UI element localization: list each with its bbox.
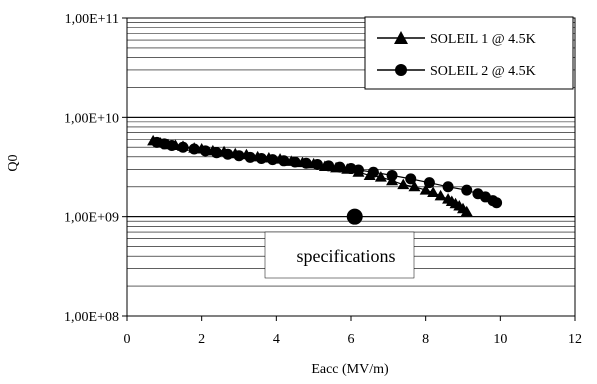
legend-box [364,16,574,90]
data-point [427,186,440,198]
data-point [211,147,223,159]
axes [122,17,576,321]
data-marks [147,134,503,225]
data-point [397,178,410,190]
data-point [367,166,379,178]
data-point [289,156,301,168]
x-tick-label: 4 [273,332,280,347]
legend-marker-soleil-2 [395,64,407,76]
x-tick-label: 2 [198,332,205,347]
data-point [442,181,454,193]
data-point [233,150,245,162]
specifications-box [264,231,415,279]
y-tick-label: 1,00E+11 [65,12,119,27]
legend: SOLEIL 1 @ 4.5K SOLEIL 2 @ 4.5K [364,16,574,90]
data-point [311,159,323,171]
data-point [408,180,421,192]
data-point [423,177,435,189]
y-tick-label: 1,00E+08 [64,310,119,325]
data-point [374,171,387,182]
data-point [405,173,417,185]
data-point [460,205,473,217]
data-point [352,164,364,176]
legend-label-soleil-1: SOLEIL 1 @ 4.5K [430,32,536,47]
specifications-label: specifications [297,246,396,266]
specifications-annotation: specifications [264,231,415,279]
x-tick-label: 0 [124,332,131,347]
data-point [267,154,279,166]
data-point [386,169,398,181]
data-point [434,189,447,201]
data-point [461,184,473,196]
data-point [419,184,432,195]
x-tick-label: 6 [348,332,355,347]
x-tick-label: 12 [568,332,582,347]
data-point [188,143,200,155]
data-point [255,153,267,165]
specification-point [346,208,363,225]
data-point [244,151,256,163]
data-point [334,161,346,173]
y-tick-label: 1,00E+09 [64,211,119,226]
x-tick-label: 8 [422,332,429,347]
y-tick-label: 1,00E+10 [64,111,119,126]
x-axis-title: Eacc (MV/m) [311,362,389,377]
data-point [166,140,178,152]
legend-marker-soleil-1 [394,31,408,44]
y-axis-title: Q0 [6,154,21,171]
data-point [177,141,189,153]
data-point [222,148,234,160]
x-tick-label: 10 [493,332,507,347]
tick-labels: 0 2 4 6 8 10 12 1,00E+08 1,00E+09 1,00E+10 1,00E+1… [64,12,582,347]
data-point [323,160,335,172]
data-point [278,155,290,167]
series-2 [151,136,503,209]
data-point [199,145,211,157]
data-point [491,197,503,209]
legend-label-soleil-2: SOLEIL 2 @ 4.5K [430,64,536,79]
data-point [300,157,312,169]
